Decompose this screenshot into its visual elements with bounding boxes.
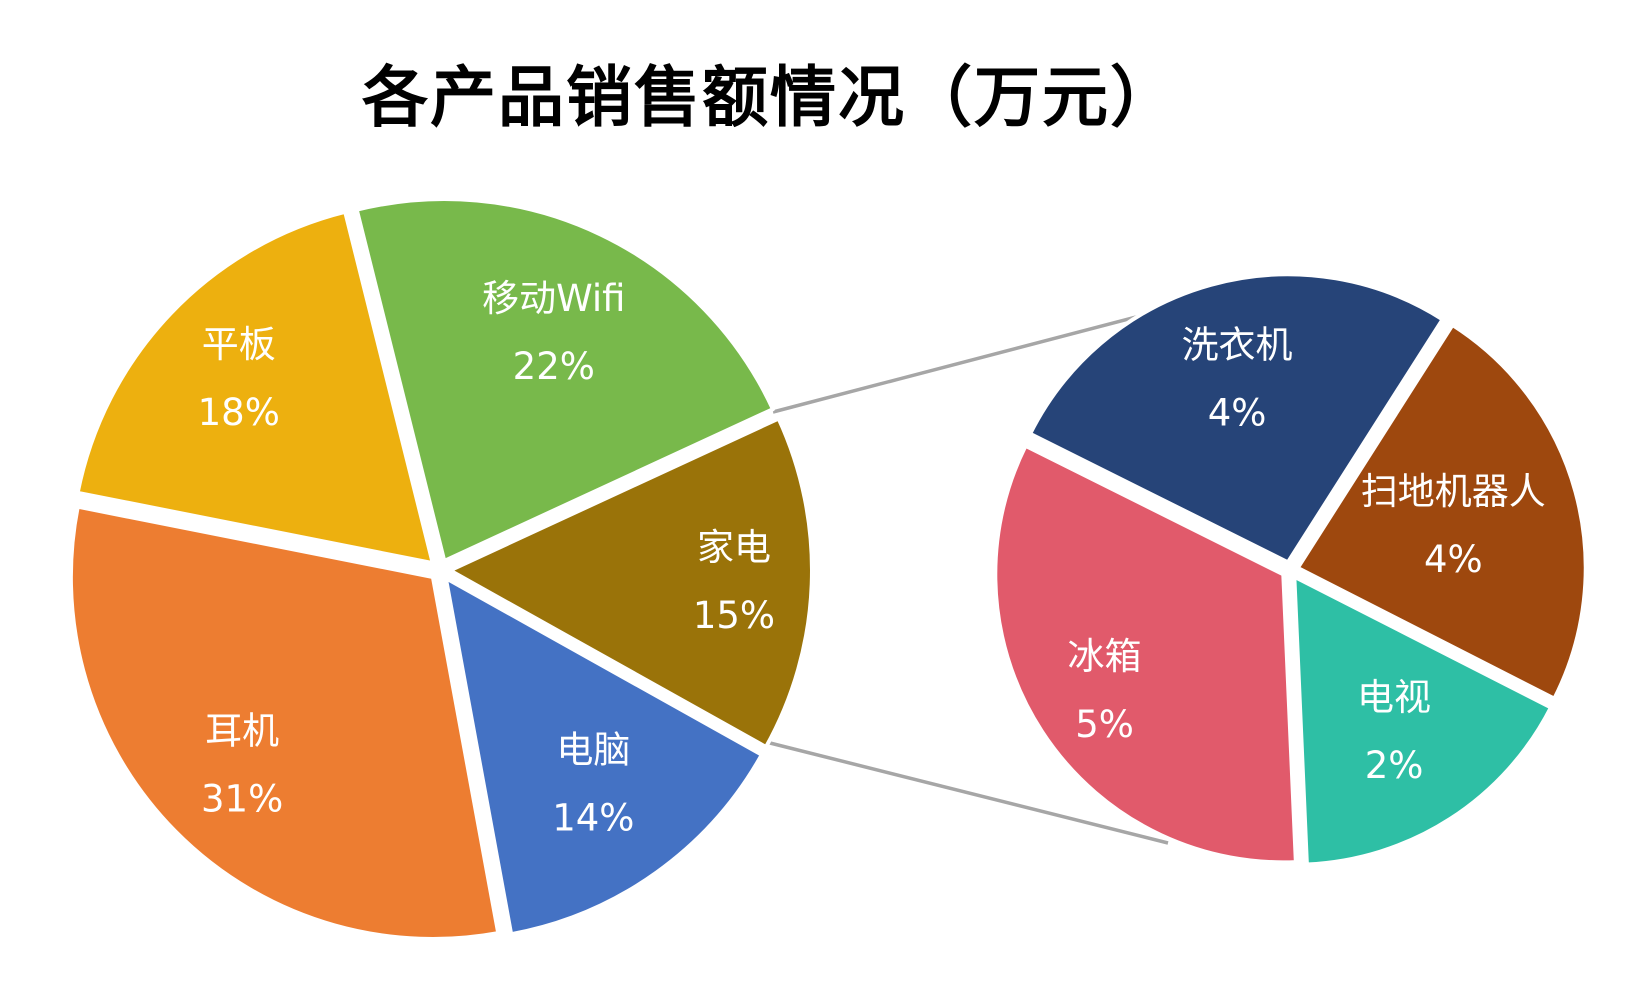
slice-percent-label-home-appliances: 15%	[693, 594, 775, 637]
pie-slice-home-appliances	[447, 416, 814, 749]
slice-percent-label-computer: 14%	[552, 797, 634, 840]
pie-slice-tv	[1292, 574, 1553, 867]
chart-title: 各产品销售额情况（万元）	[362, 59, 1178, 136]
slice-percent-label-tablet: 18%	[198, 391, 280, 434]
slice-percent-label-washing-machine: 4%	[1208, 392, 1267, 435]
connector-line-bottom	[765, 740, 1169, 845]
slice-percent-label-headphones: 31%	[201, 778, 283, 821]
slice-name-label-fridge: 冰箱	[1068, 635, 1142, 678]
slice-name-label-computer: 电脑	[556, 729, 630, 772]
slice-percent-label-tv: 2%	[1365, 744, 1424, 787]
slice-name-label-mobile-wifi: 移动Wifi	[482, 277, 625, 320]
pie-slice-headphones	[68, 504, 501, 942]
slice-name-label-headphones: 耳机	[205, 710, 279, 753]
pie-slice-robot-vacuum	[1295, 322, 1588, 701]
slice-name-label-robot-vacuum: 扫地机器人	[1361, 470, 1546, 513]
slice-name-label-washing-machine: 洗衣机	[1182, 324, 1293, 367]
slice-percent-label-robot-vacuum: 4%	[1424, 538, 1483, 581]
pie-slice-tablet	[75, 209, 435, 566]
main-pie: 移动Wifi 22% 家电 15% 电脑 14% 耳机 31% 平板 18%	[68, 197, 814, 942]
connector-line-top	[772, 304, 1179, 414]
pie-slice-mobile-wifi	[354, 197, 775, 563]
slice-name-label-tv: 电视	[1357, 676, 1431, 719]
pie-slice-fridge	[993, 443, 1298, 865]
pie-slice-computer	[443, 576, 764, 937]
series-connector-lines	[765, 304, 1179, 845]
slice-name-label-tablet: 平板	[202, 323, 276, 366]
secondary-pie: 洗衣机 4% 扫地机器人 4% 电视 2% 冰箱 5%	[993, 272, 1588, 867]
slice-percent-label-mobile-wifi: 22%	[513, 345, 595, 388]
slice-name-label-home-appliances: 家电	[697, 526, 771, 569]
slice-percent-label-fridge: 5%	[1075, 703, 1134, 746]
pie-slice-washing-machine	[1028, 272, 1445, 565]
